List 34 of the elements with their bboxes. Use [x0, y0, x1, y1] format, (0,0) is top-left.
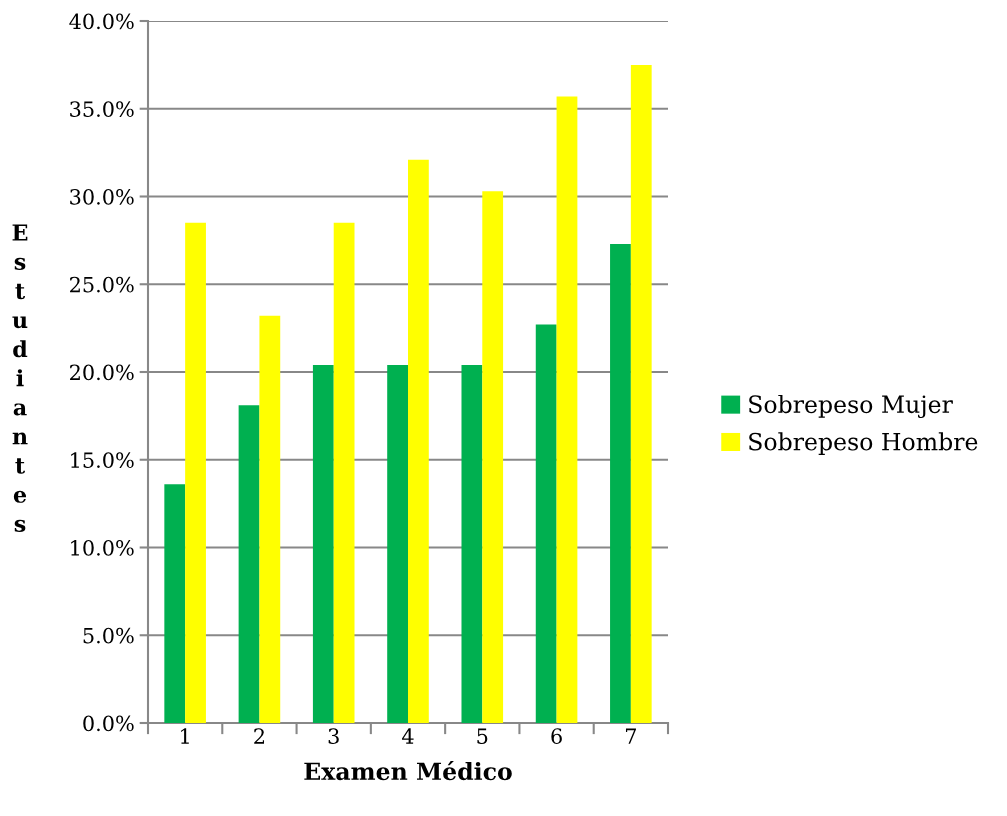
bar	[556, 96, 578, 723]
bar	[333, 222, 355, 723]
bar	[610, 243, 631, 723]
bar	[461, 364, 483, 723]
x-tick-label: 2	[254, 728, 265, 744]
x-tick-label: 6	[551, 728, 562, 744]
bar	[259, 315, 281, 723]
bar	[535, 324, 557, 723]
bar	[312, 364, 334, 723]
y-tick-label: 10.0%	[71, 539, 134, 556]
y-tick-label: 15.0%	[71, 452, 134, 468]
y-tick-label: 20.0%	[70, 364, 134, 381]
x-tick-label: 5	[477, 728, 488, 744]
bar	[185, 222, 206, 723]
bar	[408, 159, 429, 723]
y-tick-label: 40.0%	[69, 13, 134, 30]
legend-label: Sobrepeso Mujer	[749, 394, 953, 419]
y-tick-label: 35.0%	[70, 101, 134, 117]
bar	[164, 484, 186, 723]
x-tick-label: 4	[402, 728, 414, 744]
y-tick-label: 25.0%	[70, 276, 134, 293]
bar	[482, 191, 504, 723]
x-tick-label: 7	[625, 728, 636, 744]
y-tick-label: 0.0%	[83, 715, 134, 732]
legend-label: Sobrepeso Hombre	[749, 432, 978, 456]
x-tick-label: 3	[328, 728, 339, 744]
bar	[387, 364, 408, 723]
bar	[238, 405, 260, 723]
y-tick-label: 30.0%	[70, 188, 134, 205]
bar	[630, 64, 652, 723]
text: Estudiantes	[12, 224, 28, 532]
y-tick-label: 5.0%	[83, 627, 134, 644]
x-axis-title: Examen Médico	[304, 760, 512, 781]
x-tick-label: 1	[181, 728, 189, 744]
